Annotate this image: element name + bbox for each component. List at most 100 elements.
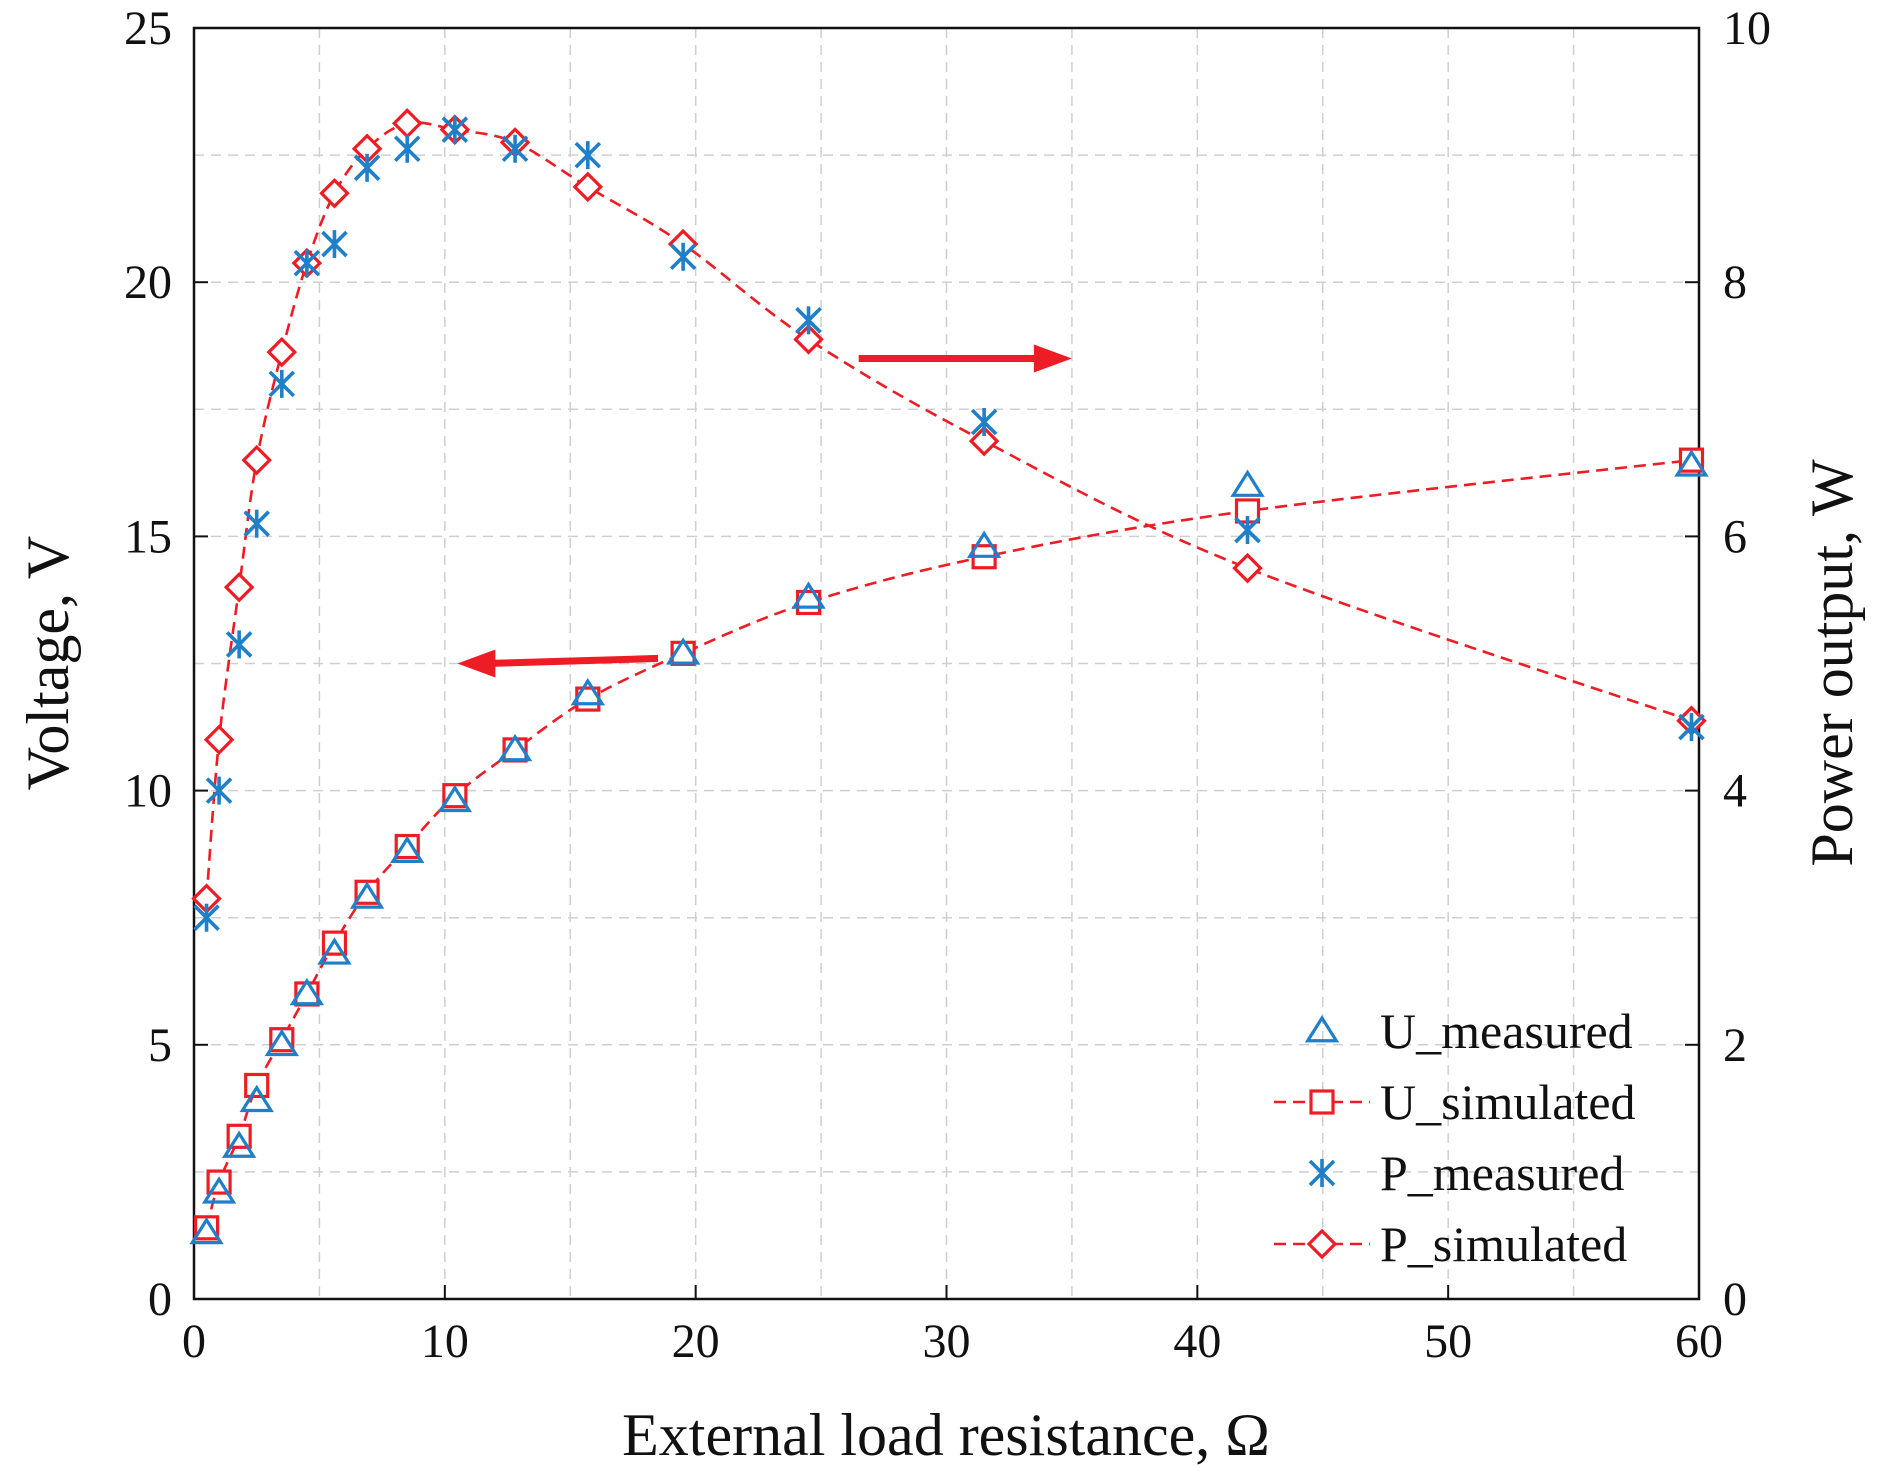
point-U_measured-shape	[264, 1028, 299, 1057]
point-P_simulated-shape	[572, 171, 604, 203]
legend-marker	[1309, 1089, 1335, 1115]
point-U_measured	[189, 1216, 224, 1245]
y2-tick-label: 8	[1723, 256, 1747, 309]
series-U_measured	[189, 449, 1709, 1245]
point-P_simulated-shape	[241, 444, 272, 476]
point-P_measured	[393, 134, 421, 163]
point-U_measured-shape	[221, 1130, 257, 1158]
x-tick-label: 50	[1424, 1315, 1472, 1368]
series-U_simulated	[193, 447, 1705, 1241]
point-U_measured	[239, 1084, 274, 1113]
legend-label: P_simulated	[1380, 1216, 1627, 1272]
point-U_simulated-shape	[193, 1215, 220, 1241]
point-P_simulated	[793, 324, 824, 355]
legend-label: U_simulated	[1380, 1074, 1636, 1130]
point-U_measured	[570, 677, 606, 706]
point-P_simulated-shape	[223, 571, 255, 603]
point-P_measured	[669, 242, 697, 271]
point-P_measured	[293, 249, 321, 278]
y-tick-label: 15	[124, 510, 172, 563]
point-U_simulated	[394, 833, 420, 860]
point-P_simulated	[1232, 552, 1263, 584]
x-tick-label: 10	[421, 1315, 469, 1368]
point-U_measured	[966, 530, 1002, 558]
y-tick-label: 0	[148, 1273, 172, 1326]
legend-marker	[1308, 1159, 1336, 1187]
point-P_simulated-shape	[319, 177, 350, 209]
y2-tick-label: 4	[1723, 765, 1747, 818]
arrow-head	[457, 649, 496, 678]
point-U_measured-shape	[570, 677, 606, 706]
point-P_simulated-shape	[266, 336, 298, 368]
legend-marker	[1306, 1228, 1338, 1260]
point-P_measured	[268, 369, 296, 398]
point-U_simulated	[354, 879, 380, 905]
legend-marker-shape	[1309, 1089, 1335, 1115]
y2-tick-label: 6	[1723, 510, 1747, 563]
x-tick-label: 0	[182, 1315, 206, 1368]
legend-item-U_measured: U_measured	[1304, 1003, 1633, 1059]
legend-item-U_simulated: U_simulated	[1274, 1074, 1636, 1130]
point-U_measured	[349, 881, 385, 909]
point-U_measured-shape	[1674, 449, 1709, 477]
point-P_measured	[1678, 713, 1705, 742]
arrow-shaft	[487, 654, 659, 667]
point-P_simulated	[203, 724, 235, 756]
point-U_measured	[437, 784, 473, 813]
point-U_simulated-shape	[442, 783, 468, 809]
point-U_measured-shape	[349, 881, 385, 909]
point-P_simulated	[572, 171, 604, 203]
point-U_simulated-shape	[354, 879, 380, 905]
point-U_measured	[497, 733, 533, 762]
point-P_measured	[795, 306, 822, 335]
point-U_simulated-shape	[269, 1027, 295, 1053]
point-U_simulated	[1678, 447, 1705, 473]
point-P_simulated	[241, 444, 272, 476]
point-U_measured-shape	[201, 1176, 237, 1204]
x-axis-title: External load resistance, Ω	[622, 1402, 1270, 1468]
arrow-left	[457, 649, 659, 678]
point-P_simulated	[968, 425, 1000, 457]
point-P_measured	[321, 230, 348, 259]
point-U_simulated-shape	[394, 833, 420, 860]
point-U_simulated	[442, 783, 468, 809]
y2-tick-label: 10	[1723, 2, 1771, 55]
point-U_measured-shape	[497, 733, 533, 762]
point-P_measured	[970, 408, 998, 437]
y2-axis-title: Power output, W	[1799, 459, 1865, 867]
legend-label: U_measured	[1380, 1003, 1633, 1059]
y-tick-label: 5	[148, 1019, 172, 1072]
point-P_simulated	[266, 336, 298, 368]
y-tick-label: 10	[124, 765, 172, 818]
point-U_measured-shape	[239, 1084, 274, 1113]
x-tick-label: 20	[672, 1315, 720, 1368]
point-P_measured	[1234, 516, 1261, 545]
y-axis-title: Voltage, V	[15, 536, 81, 790]
point-U_measured	[1230, 469, 1265, 497]
arrow-head	[1033, 344, 1072, 373]
point-U_simulated	[269, 1027, 295, 1053]
legend-marker-shape	[1306, 1228, 1338, 1260]
legend: U_measured U_simulated P_measured P_simulat…	[1274, 1003, 1636, 1272]
arrow-right	[858, 344, 1072, 373]
grid	[194, 28, 1699, 1299]
point-U_measured-shape	[317, 937, 352, 965]
point-U_measured-shape	[390, 835, 425, 863]
point-P_measured	[225, 630, 253, 659]
x-tick-label: 60	[1675, 1315, 1723, 1368]
point-P_simulated-shape	[1232, 552, 1263, 584]
point-P_simulated	[223, 571, 255, 603]
point-U_measured	[264, 1028, 299, 1057]
point-P_simulated-shape	[203, 724, 235, 756]
series-line-P_simulated	[205, 121, 1692, 899]
series-P_measured	[193, 115, 1705, 932]
series-layer	[189, 108, 1709, 1245]
x-tick-label: 40	[1173, 1315, 1221, 1368]
annotation-arrows	[457, 344, 1072, 678]
point-U_measured-shape	[1230, 469, 1265, 497]
point-U_measured	[1674, 449, 1709, 477]
point-U_simulated	[193, 1215, 220, 1241]
